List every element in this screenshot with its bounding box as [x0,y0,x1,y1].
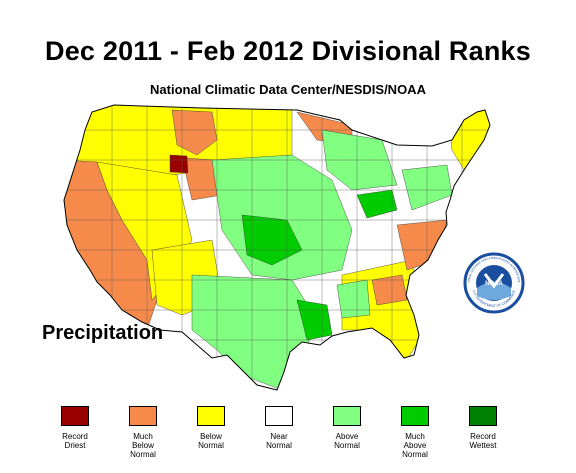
noaa-logo-icon: NOAA NATIONAL OCEANIC AND ATMOSPHERIC AD… [463,252,525,314]
legend-swatch [197,406,225,426]
region-idaho-montana [171,109,218,156]
legend-label: Much Above Normal [402,432,428,459]
legend-label: Much Below Normal [130,432,156,459]
legend-swatch [333,406,361,426]
legend-swatch [61,406,89,426]
region-texas [191,274,318,390]
legend-item-record-wettest: Record Wettest [453,406,513,450]
us-divisional-map [52,100,520,400]
map-subtitle: National Climatic Data Center/NESDIS/NOA… [150,82,426,97]
variable-label: Precipitation [42,322,164,344]
region-alabama [336,279,371,319]
us-outline [63,104,491,391]
legend-item-below-normal: Below Normal [181,406,241,450]
map-title: Dec 2011 - Feb 2012 Divisional Ranks [45,36,531,66]
region-record-driest-idaho [169,154,189,174]
legend-item-much-below-normal: Much Below Normal [113,406,173,459]
legend-item-above-normal: Above Normal [317,406,377,450]
region-georgia [371,274,408,306]
legend-swatch [401,406,429,426]
division-lines [64,105,490,390]
legend-swatch [469,406,497,426]
legend-swatch [265,406,293,426]
legend-label: Above Normal [334,432,360,450]
legend-label: Below Normal [198,432,224,450]
legend-item-much-above-normal: Much Above Normal [385,406,445,459]
legend-item-record-driest: Record Driest [45,406,105,450]
legend-swatch [129,406,157,426]
legend-label: Record Wettest [469,432,497,450]
logo-mark-text: NOAA [485,281,503,287]
legend-label: Near Normal [266,432,292,450]
legend: Record Driest Much Below Normal Below No… [30,406,530,472]
us-map-svg [63,104,491,391]
legend-item-near-normal: Near Normal [249,406,309,450]
region-ohio-valley [356,189,398,219]
legend-label: Record Driest [62,432,88,450]
